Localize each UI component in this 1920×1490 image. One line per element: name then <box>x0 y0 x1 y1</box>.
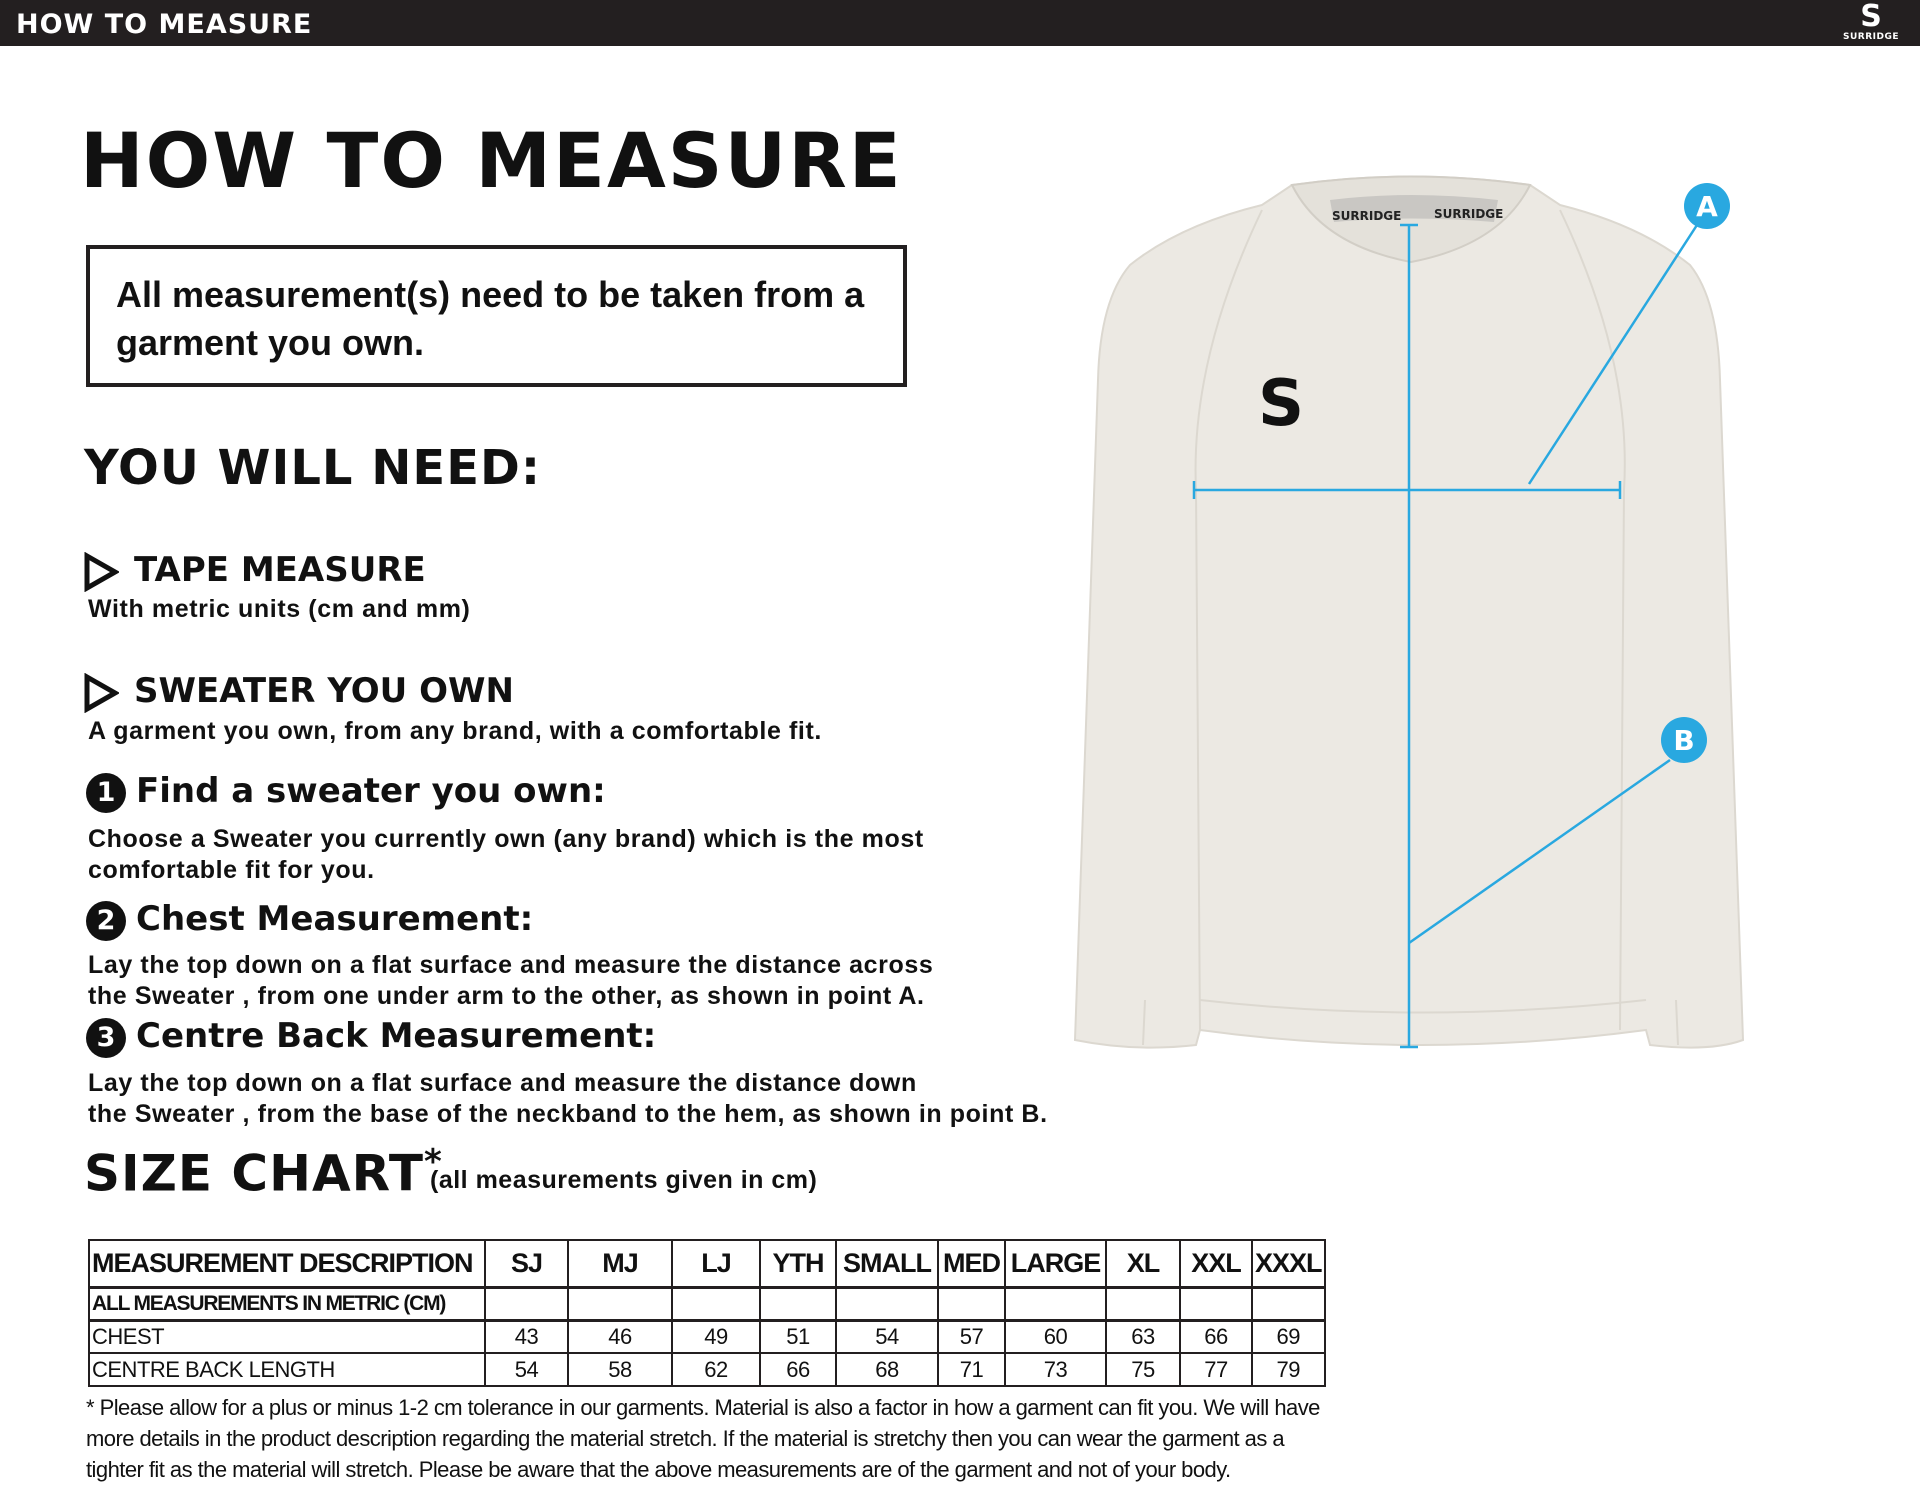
value-cell: 77 <box>1179 1352 1253 1387</box>
value-cell: 63 <box>1105 1319 1181 1354</box>
point-a-marker <box>1684 183 1730 229</box>
top-bar: HOW TO MEASURE S SURRIDGE <box>0 0 1920 46</box>
logo-wordmark: SURRIDGE <box>1842 32 1899 42</box>
value-cell: 66 <box>759 1352 837 1387</box>
footnote-line-3: tighter fit as the material will stretch… <box>86 1457 1231 1482</box>
step-1-title: Find a sweater you own: <box>136 771 606 811</box>
point-b-marker <box>1661 717 1707 763</box>
value-cell: 68 <box>835 1352 939 1387</box>
size-chart-asterisk: * <box>424 1142 443 1182</box>
footnote-line-1: * Please allow for a plus or minus 1-2 c… <box>86 1395 1320 1420</box>
subheader-cell: ALL MEASUREMENTS IN METRIC (CM) <box>88 1286 486 1322</box>
top-bar-title: HOW TO MEASURE <box>16 9 313 40</box>
value-cell: 75 <box>1105 1352 1181 1387</box>
step-2-line-2: the Sweater , from one under arm to the … <box>88 982 925 1010</box>
table-subheader-row: ALL MEASUREMENTS IN METRIC (CM) <box>88 1286 1326 1322</box>
header-cell: YTH <box>759 1239 837 1289</box>
header-cell: MEASUREMENT DESCRIPTION <box>88 1239 486 1289</box>
triangle-right-outline-icon <box>84 673 119 713</box>
size-chart-subtitle: (all measurements given in cm) <box>430 1166 818 1194</box>
header-cell: MED <box>937 1239 1006 1289</box>
value-cell: 60 <box>1004 1319 1107 1354</box>
value-cell: 43 <box>484 1319 569 1354</box>
value-cell: 79 <box>1251 1352 1326 1387</box>
sweater-you-own-desc: A garment you own, from any brand, with … <box>88 717 822 745</box>
notice-box: All measurement(s) need to be taken from… <box>86 245 907 387</box>
step-3-line-2: the Sweater , from the base of the neckb… <box>88 1100 1048 1128</box>
page-title: HOW TO MEASURE <box>80 116 903 205</box>
value-cell: 73 <box>1004 1352 1107 1387</box>
you-will-need-heading: YOU WILL NEED: <box>84 440 542 496</box>
neck-label: SURRIDGE <box>1332 209 1401 223</box>
tape-measure-desc: With metric units (cm and mm) <box>88 595 471 623</box>
header-cell: LARGE <box>1004 1239 1107 1289</box>
row-label: CHEST <box>88 1319 486 1354</box>
table-row-centre-back: CENTRE BACK LENGTH 54 58 62 66 68 71 73 … <box>88 1352 1326 1387</box>
size-chart-table: MEASUREMENT DESCRIPTION SJ MJ LJ YTH SMA… <box>88 1239 1326 1387</box>
chest-logo-icon: S <box>1258 367 1304 441</box>
row-label: CENTRE BACK LENGTH <box>88 1352 486 1387</box>
surridge-logo: S SURRIDGE <box>1836 2 1906 44</box>
logo-s-icon: S <box>1860 0 1882 34</box>
header-cell: XXXL <box>1251 1239 1326 1289</box>
sleeve-seams <box>1142 209 1679 1046</box>
value-cell: 46 <box>567 1319 673 1354</box>
header-cell: XXL <box>1179 1239 1253 1289</box>
header-cell: LJ <box>671 1239 761 1289</box>
size-chart-title: SIZE CHART* <box>84 1142 443 1203</box>
header-cell: SMALL <box>835 1239 939 1289</box>
step-1-line-1: Choose a Sweater you currently own (any … <box>88 825 924 853</box>
step-1-badge: 1 <box>86 773 126 813</box>
value-cell: 49 <box>671 1319 761 1354</box>
triangle-right-outline-icon <box>84 552 119 592</box>
point-b-label: B <box>1673 724 1694 757</box>
value-cell: 54 <box>835 1319 939 1354</box>
value-cell: 62 <box>671 1352 761 1387</box>
step-3-line-1: Lay the top down on a flat surface and m… <box>88 1069 917 1097</box>
value-cell: 66 <box>1179 1319 1253 1354</box>
header-cell: SJ <box>484 1239 569 1289</box>
step-3-badge: 3 <box>86 1018 126 1058</box>
value-cell: 54 <box>484 1352 569 1387</box>
step-2-title: Chest Measurement: <box>136 899 534 939</box>
table-header-row: MEASUREMENT DESCRIPTION SJ MJ LJ YTH SMA… <box>88 1239 1326 1289</box>
step-3-title: Centre Back Measurement: <box>136 1016 657 1056</box>
point-a-label: A <box>1696 190 1718 223</box>
step-2-badge: 2 <box>86 901 126 941</box>
table-row-chest: CHEST 43 46 49 51 54 57 60 63 66 69 <box>88 1319 1326 1354</box>
value-cell: 69 <box>1251 1319 1326 1354</box>
measure-lines <box>1192 223 1699 1049</box>
footnote-line-2: more details in the product description … <box>86 1426 1285 1451</box>
value-cell: 71 <box>937 1352 1006 1387</box>
tape-measure-title: TAPE MEASURE <box>134 550 426 590</box>
neck-tape <box>1330 195 1498 222</box>
sweater-you-own-title: SWEATER YOU OWN <box>134 671 514 711</box>
value-cell: 51 <box>759 1319 837 1354</box>
step-2-line-1: Lay the top down on a flat surface and m… <box>88 951 934 979</box>
value-cell: 57 <box>937 1319 1006 1354</box>
size-chart-title-text: SIZE CHART <box>84 1144 425 1203</box>
header-cell: MJ <box>567 1239 673 1289</box>
value-cell: 58 <box>567 1352 673 1387</box>
step-1-line-2: comfortable fit for you. <box>88 856 375 884</box>
header-cell: XL <box>1105 1239 1181 1289</box>
neck-label-2: SURRIDGE <box>1434 207 1503 221</box>
